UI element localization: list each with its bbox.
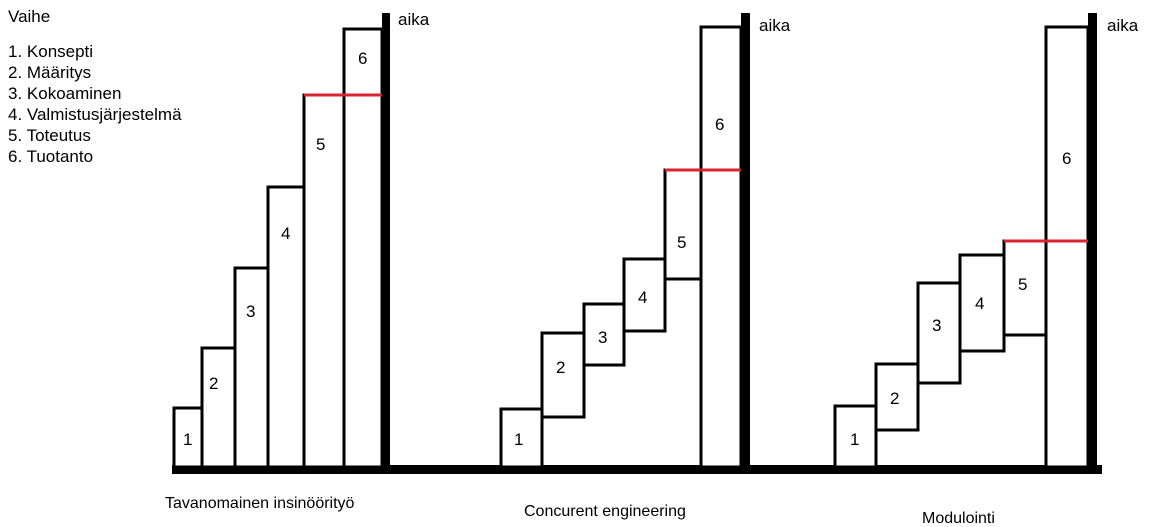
stage-label: 2	[209, 374, 218, 393]
stage-label: 3	[598, 328, 607, 347]
scenario-caption: Modulointi	[922, 510, 995, 527]
stage-label: 5	[316, 135, 325, 154]
legend-item-2: 2. Määritys	[8, 63, 92, 82]
stage-box-5	[663, 168, 703, 281]
baseline	[172, 465, 1102, 474]
stage-box-4	[958, 253, 1006, 353]
stage-box-4	[266, 185, 306, 469]
stage-box-3	[916, 281, 962, 385]
phase-legend: Vaihe 1. Konsepti 2. Määritys 3. Kokoami…	[8, 6, 182, 167]
legend-item-6: 6. Tuotanto	[8, 147, 94, 166]
legend-item-1: 1. Konsepti	[8, 42, 94, 61]
stage-box-2	[200, 346, 237, 469]
stage-label: 5	[677, 233, 686, 252]
stage-label: 4	[975, 294, 984, 313]
stage-label: 2	[890, 389, 899, 408]
stage-label: 5	[1018, 275, 1027, 294]
legend-item-5: 5. Toteutus	[8, 126, 91, 145]
scenario-modular: aika 1 2 3 4 5 6 Modulointi	[833, 13, 1139, 527]
stage-box-6	[342, 27, 384, 469]
scenario-traditional: aika 1 2 3 4 5 6 Tavanomainen insinöörit…	[165, 10, 430, 512]
time-axis-label: aika	[759, 16, 791, 35]
stage-label: 4	[281, 224, 290, 243]
stage-label: 6	[715, 115, 724, 134]
scenario-concurrent: aika 1 2 3 4 5 6 Concurent engineering	[499, 13, 791, 520]
time-axis-label: aika	[1107, 16, 1139, 35]
stage-box-1	[172, 406, 204, 469]
stage-label: 3	[246, 302, 255, 321]
stage-box-5	[1002, 239, 1048, 337]
legend-item-3: 3. Kokoaminen	[8, 84, 122, 103]
stage-box-1	[499, 407, 544, 469]
stage-label: 3	[932, 316, 941, 335]
time-axis-label: aika	[398, 10, 430, 29]
stage-label: 2	[556, 358, 565, 377]
stage-label: 6	[358, 49, 367, 68]
stage-box-2	[874, 362, 920, 432]
time-axis	[382, 13, 390, 474]
stage-label: 4	[638, 288, 647, 307]
stage-box-3	[582, 302, 626, 367]
scenario-caption: Concurent engineering	[524, 503, 686, 520]
stage-box-6	[699, 25, 743, 469]
stage-box-1	[833, 404, 878, 469]
stage-label: 1	[850, 430, 859, 449]
stage-label: 1	[183, 430, 192, 449]
stage-label: 6	[1062, 149, 1071, 168]
time-axis	[1088, 13, 1097, 474]
stage-box-4	[622, 257, 667, 333]
legend-title: Vaihe	[8, 7, 51, 26]
stage-label: 1	[514, 430, 523, 449]
stage-box-2	[540, 331, 586, 419]
legend-item-4: 4. Valmistusjärjestelmä	[8, 105, 182, 124]
time-axis	[741, 13, 750, 474]
stage-box-3	[233, 266, 270, 469]
scenario-caption: Tavanomainen insinöörityö	[165, 495, 355, 512]
stage-box-6	[1044, 25, 1090, 469]
